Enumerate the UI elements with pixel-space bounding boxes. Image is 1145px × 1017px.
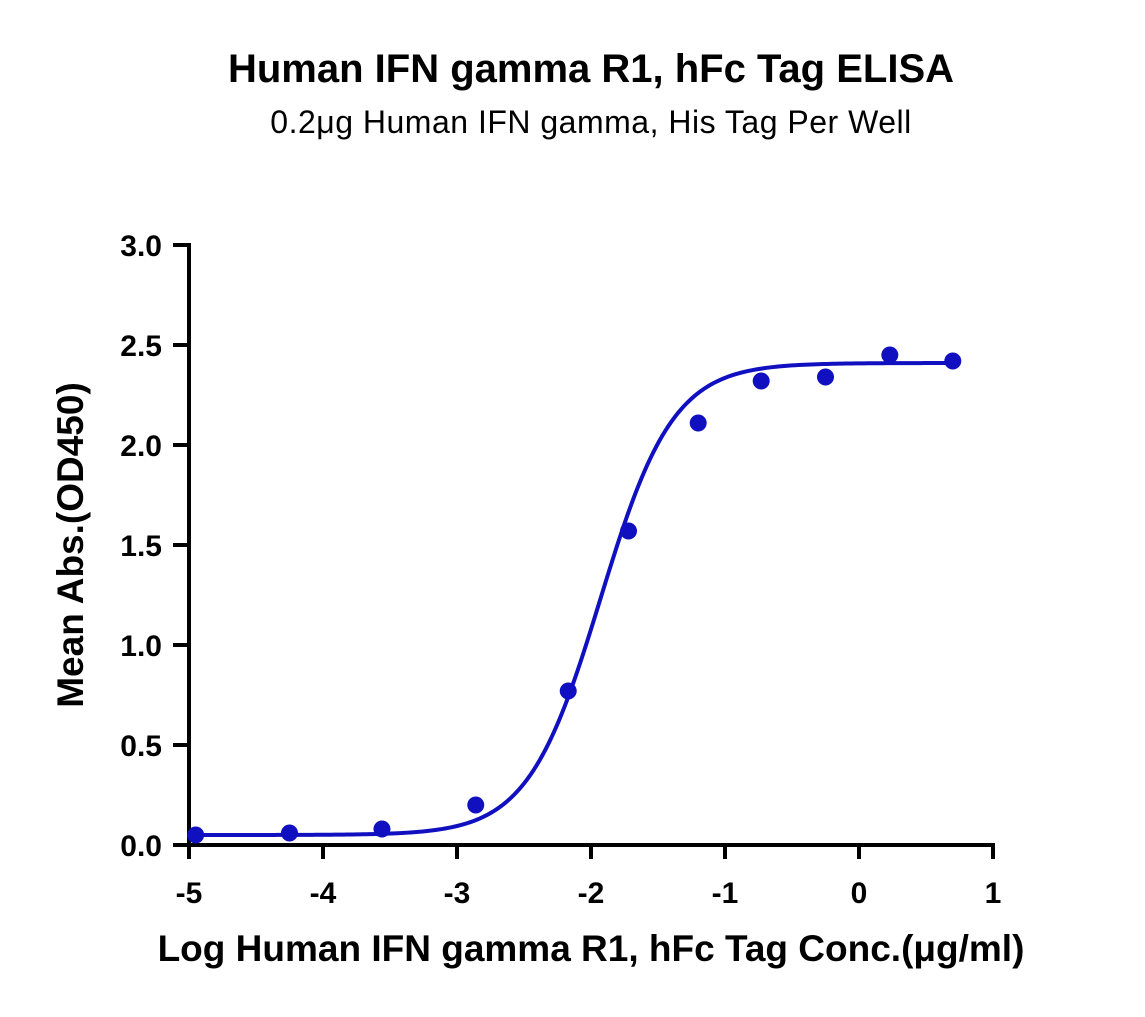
data-point [817,368,834,386]
y-tick-label: 3.0 [120,230,162,263]
data-point [944,352,962,370]
x-tick-label: -1 [712,877,739,910]
y-tick-label: 1.0 [120,630,162,663]
data-point [881,346,899,364]
y-tick-label: 0.5 [120,730,162,763]
x-tick-label: 0 [851,877,868,910]
data-point [752,372,770,390]
x-tick-label: -3 [444,877,471,910]
y-tick-label: 1.5 [120,530,162,563]
data-point [689,414,707,432]
y-tick-label: 0.0 [120,830,162,863]
ticks: -5 -4 -3 -2 -1 0 1 0.0 0.5 1.0 1.5 2.0 2.5 3.0 [120,230,1001,910]
chart-title: Human IFN gamma R1, hFc Tag ELISA [228,47,954,91]
data-point [187,826,205,844]
data-points [187,346,962,844]
data-point [373,820,391,838]
fit-curve-group [195,361,953,837]
x-tick-label: -2 [578,877,605,910]
data-point [559,682,577,700]
y-axis-label: Mean Abs.(OD450) [50,382,91,708]
chart-subtitle: 0.2μg Human IFN gamma, His Tag Per Well [270,104,911,140]
axes [187,243,995,847]
x-axis-label: Log Human IFN gamma R1, hFc Tag Conc.(μg… [158,928,1025,969]
data-point [281,824,298,842]
fit-curve [195,361,953,837]
data-point [467,796,485,814]
y-tick-label: 2.5 [120,330,162,363]
x-tick-label: -5 [176,877,203,910]
data-point [620,522,638,540]
x-tick-label: -4 [310,877,337,910]
y-tick-label: 2.0 [120,430,162,463]
x-tick-label: 1 [985,877,1002,910]
